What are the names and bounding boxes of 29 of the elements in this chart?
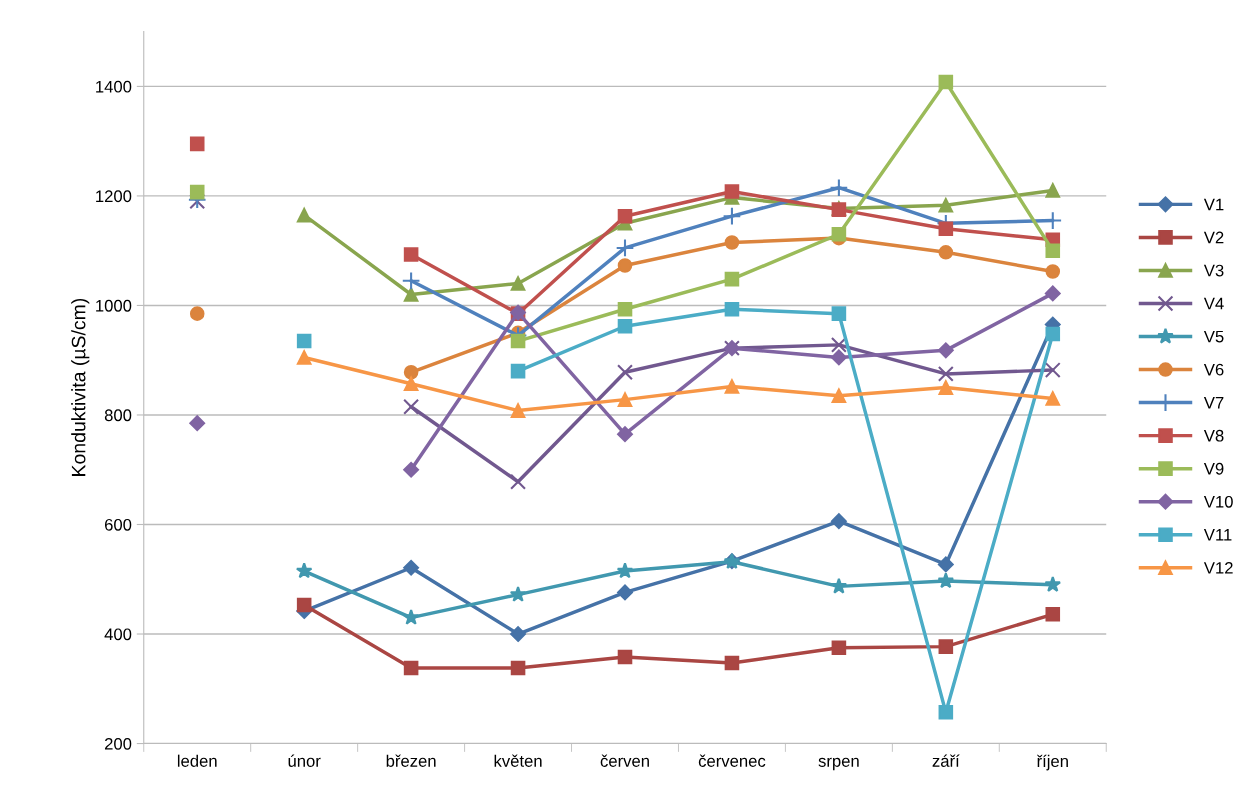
x-tick-label: leden — [177, 754, 217, 767]
x-tick-label: červen — [600, 754, 649, 767]
y-tick-label: 1000 — [96, 299, 132, 312]
legend-label: V10 — [1203, 495, 1233, 508]
legend-label: V5 — [1203, 330, 1224, 343]
legend-label: V7 — [1203, 396, 1224, 409]
x-tick-label: červenec — [698, 754, 766, 767]
legend-label: V6 — [1203, 363, 1224, 376]
x-tick-label: srpen — [818, 757, 859, 771]
y-tick-label: 400 — [104, 628, 132, 641]
x-tick-label: říjen — [1037, 754, 1068, 771]
x-tick-label: květen — [494, 754, 542, 767]
legend-label: V1 — [1203, 198, 1224, 211]
legend-label: V11 — [1203, 529, 1232, 541]
y-tick-label: 1400 — [96, 80, 132, 93]
legend-label: V4 — [1203, 297, 1224, 310]
y-axis-title: Konduktivita (µS/cm) — [71, 298, 90, 476]
y-tick-label: 200 — [104, 737, 132, 750]
x-tick-label: únor — [288, 754, 321, 767]
legend-label: V9 — [1203, 462, 1224, 475]
y-tick-label: 1200 — [96, 190, 132, 203]
y-tick-label: 600 — [104, 518, 132, 531]
legend-label: V12 — [1203, 561, 1233, 574]
x-tick-label: březen — [386, 754, 436, 767]
legend-label: V8 — [1203, 429, 1224, 442]
y-tick-label: 800 — [104, 409, 132, 422]
x-tick-label: září — [932, 754, 960, 767]
legend-label: V2 — [1203, 231, 1224, 244]
legend-label: V3 — [1203, 264, 1224, 277]
